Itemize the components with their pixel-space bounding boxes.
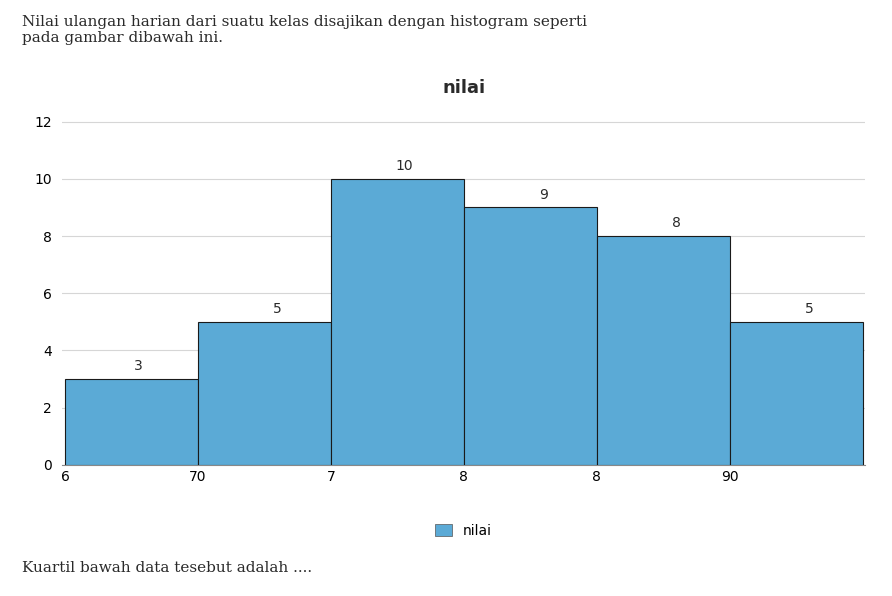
Bar [597,236,730,465]
Bar [198,322,331,465]
Text: Nilai ulangan harian dari suatu kelas disajikan dengan histogram seperti
pada ga: Nilai ulangan harian dari suatu kelas di… [22,15,587,45]
Bar [464,207,597,465]
Text: 3: 3 [134,359,143,373]
Text: 8: 8 [672,216,681,230]
Bar [65,379,198,465]
Text: 5: 5 [805,302,814,316]
Text: Kuartil bawah data tesebut adalah ....: Kuartil bawah data tesebut adalah .... [22,561,312,575]
Bar [730,322,863,465]
Text: 5: 5 [273,302,282,316]
Legend: nilai: nilai [430,519,498,544]
Text: 9: 9 [539,188,548,201]
Text: 10: 10 [395,159,413,173]
Title: nilai: nilai [442,79,485,97]
Bar [331,179,464,465]
